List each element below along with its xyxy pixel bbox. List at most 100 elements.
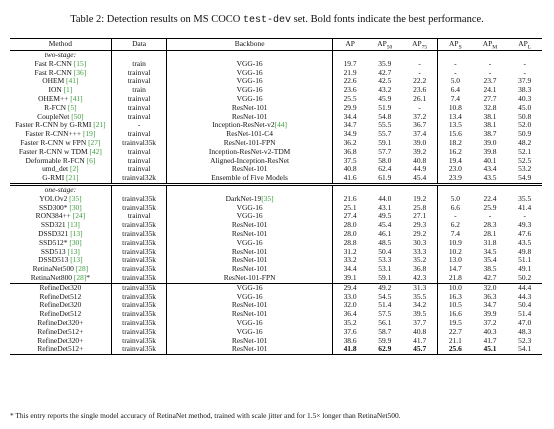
table-row: R-FCN [5] trainval ResNet-101 29.9 51.9-10.8… bbox=[10, 102, 542, 113]
metric-apl: 49.3 bbox=[518, 220, 532, 230]
data-cell: trainval bbox=[110, 112, 167, 122]
method-cell: R-FCN [5] bbox=[10, 102, 111, 113]
metric-aps: 7.4 bbox=[437, 229, 473, 239]
metric-apl: 54.9 bbox=[518, 173, 532, 183]
table-row: RefineDet512+ trainval35k VGG-16 37.6 58.7 40… bbox=[10, 327, 542, 337]
metric-ap75: 39.2 bbox=[413, 146, 427, 156]
metric-ap50: 42.5 bbox=[378, 76, 392, 86]
citation-ref: [30] bbox=[69, 202, 82, 212]
citation-ref: [28] bbox=[75, 264, 89, 274]
metric-apm: - bbox=[488, 58, 492, 68]
header-ap75-sub: 75 bbox=[421, 44, 428, 51]
method-name: R-FCN bbox=[44, 102, 68, 112]
group-row-one-stage: one-stage: bbox=[10, 182, 542, 195]
header-apl: APL bbox=[507, 38, 542, 51]
citation-ref: [35] bbox=[261, 193, 274, 203]
table-row: RefineDet512 trainval35k ResNet-101 36.4 57.… bbox=[10, 309, 542, 319]
metric-ap: 34.7 bbox=[331, 121, 368, 131]
metric-apl: 54.1 bbox=[507, 344, 542, 356]
metric-apm: 38.1 bbox=[483, 120, 497, 130]
metric-apm: 25.9 bbox=[483, 202, 497, 212]
method-cell: CoupleNet [50] bbox=[10, 111, 111, 122]
metric-ap50: 62.4 bbox=[378, 164, 392, 174]
metric-aps: 13.0 bbox=[437, 256, 473, 266]
method-name: RefineDet512+ bbox=[37, 344, 84, 354]
metric-apm: 41.7 bbox=[483, 335, 497, 345]
metric-ap50: 51.4 bbox=[378, 300, 392, 310]
table-row: SSD300* [30] trainval35k VGG-16 25.1 43.1 25.… bbox=[10, 202, 542, 213]
data-cell: trainval35k bbox=[110, 138, 167, 148]
metric-ap75: 45.4 bbox=[413, 173, 427, 183]
metric-apm: 37.2 bbox=[483, 317, 497, 327]
metric-ap75: 23.6 bbox=[413, 85, 427, 95]
metric-ap: 34.9 bbox=[331, 129, 368, 139]
table-row: DSSD513 [13] trainval35k ResNet-101 33.2 53.… bbox=[10, 255, 542, 266]
citation-ref: [19] bbox=[82, 129, 96, 139]
method-cell: umd_det [2] bbox=[10, 164, 111, 174]
method-name: G-RMI bbox=[42, 173, 67, 183]
backbone-name: ResNet-101-FPN bbox=[223, 137, 276, 147]
method-cell: RefineDet320 bbox=[10, 300, 111, 310]
method-cell: Deformable R-FCN [6] bbox=[10, 155, 111, 166]
metric-ap50: 59.1 bbox=[378, 137, 392, 147]
metric-apm: 40.1 bbox=[483, 155, 497, 165]
method-name: RON384++ bbox=[35, 211, 73, 221]
table-row: Faster R-CNN by G-RMI [21] - Inception-Res… bbox=[10, 120, 542, 131]
metric-apm: 38.5 bbox=[483, 264, 497, 274]
table-row: Faster R-CNN w FPN [27] trainval35k ResNet… bbox=[10, 137, 542, 148]
citation-ref: [6] bbox=[86, 155, 96, 165]
method-cell: Faster R-CNN by G-RMI [21] bbox=[10, 120, 111, 130]
data-cell: trainval35k bbox=[110, 194, 167, 204]
metric-ap75: 39.5 bbox=[413, 309, 427, 319]
metric-apl: 45.0 bbox=[518, 102, 532, 112]
backbone-cell: ResNet-101 bbox=[166, 164, 333, 175]
empty-cell bbox=[331, 182, 368, 195]
header-aps-sub: S bbox=[458, 44, 462, 51]
method-name: CoupleNet bbox=[37, 111, 72, 121]
metric-apm: - bbox=[488, 211, 492, 221]
metric-apl: 44.4 bbox=[507, 282, 542, 293]
metric-ap50: 50.4 bbox=[378, 246, 392, 256]
metric-apl: 38.3 bbox=[518, 85, 532, 95]
metric-ap75: 30.3 bbox=[413, 237, 427, 247]
data-cell: trainval35k bbox=[110, 220, 167, 230]
backbone-cell: ResNet-101-C4 bbox=[166, 129, 333, 139]
backbone-name: VGG-16 bbox=[236, 93, 263, 103]
metric-aps: 10.0 bbox=[437, 282, 473, 293]
header-aps: APS bbox=[437, 38, 473, 51]
metric-ap50: 48.5 bbox=[378, 237, 392, 247]
metric-apm: 28.3 bbox=[483, 220, 497, 230]
header-data: Data bbox=[110, 38, 167, 51]
metric-ap: 19.7 bbox=[331, 59, 368, 69]
citation-ref: [44] bbox=[274, 120, 288, 130]
metric-apm: 34.7 bbox=[483, 300, 497, 310]
metric-ap50: 61.9 bbox=[378, 173, 392, 183]
metric-aps: 19.4 bbox=[437, 156, 473, 166]
caption-prefix: Table 2: Detection results on MS COCO bbox=[70, 14, 244, 25]
method-name: RefineDet320 bbox=[39, 300, 82, 310]
metric-ap75: 37.7 bbox=[413, 317, 427, 327]
citation-ref: [27] bbox=[88, 137, 101, 147]
table-row: G-RMI [21] trainval32k Ensemble of Five Mo… bbox=[10, 173, 542, 185]
metric-ap50: 57.7 bbox=[378, 146, 392, 156]
metric-apm: 42.7 bbox=[483, 272, 497, 282]
metric-ap75: 29.3 bbox=[413, 220, 427, 230]
metric-ap75: - bbox=[418, 102, 421, 112]
metric-ap75: 45.7 bbox=[402, 344, 438, 356]
data-cell: trainval35k bbox=[110, 229, 167, 239]
data-cell: train bbox=[110, 59, 167, 69]
data-cell: trainval bbox=[110, 129, 167, 139]
table-row: SSD321 [13] trainval35k ResNet-101 28.0 45.4… bbox=[10, 220, 542, 230]
metric-ap75: 31.3 bbox=[402, 282, 438, 293]
backbone-name: VGG-16 bbox=[236, 291, 263, 301]
metric-ap: 36.2 bbox=[331, 138, 368, 148]
data-cell: trainval35k bbox=[110, 203, 167, 213]
metric-aps: 16.6 bbox=[437, 309, 473, 319]
metric-ap: 40.8 bbox=[331, 165, 368, 175]
metric-ap50: 49.2 bbox=[367, 282, 403, 293]
backbone-cell: ResNet-101 bbox=[166, 229, 333, 239]
metric-apl: 51.1 bbox=[518, 255, 532, 265]
backbone-name: ResNet-101 bbox=[231, 220, 268, 230]
metric-aps: 22.7 bbox=[437, 327, 473, 337]
citation-ref: [21] bbox=[93, 120, 106, 130]
